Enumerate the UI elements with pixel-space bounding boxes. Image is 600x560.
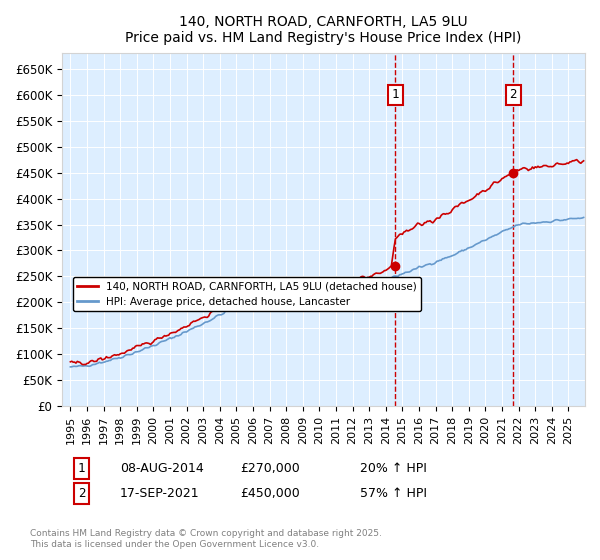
Text: £270,000: £270,000 xyxy=(240,462,300,475)
Title: 140, NORTH ROAD, CARNFORTH, LA5 9LU
Price paid vs. HM Land Registry's House Pric: 140, NORTH ROAD, CARNFORTH, LA5 9LU Pric… xyxy=(125,15,522,45)
Text: 2: 2 xyxy=(78,487,86,500)
Text: 20% ↑ HPI: 20% ↑ HPI xyxy=(360,462,427,475)
Text: Contains HM Land Registry data © Crown copyright and database right 2025.
This d: Contains HM Land Registry data © Crown c… xyxy=(30,529,382,549)
Text: £450,000: £450,000 xyxy=(240,487,300,500)
Text: 1: 1 xyxy=(78,462,86,475)
Text: 57% ↑ HPI: 57% ↑ HPI xyxy=(360,487,427,500)
Text: 08-AUG-2014: 08-AUG-2014 xyxy=(120,462,204,475)
Text: 1: 1 xyxy=(392,88,399,101)
Text: 2: 2 xyxy=(509,88,517,101)
Text: 17-SEP-2021: 17-SEP-2021 xyxy=(120,487,200,500)
Legend: 140, NORTH ROAD, CARNFORTH, LA5 9LU (detached house), HPI: Average price, detach: 140, NORTH ROAD, CARNFORTH, LA5 9LU (det… xyxy=(73,277,421,311)
